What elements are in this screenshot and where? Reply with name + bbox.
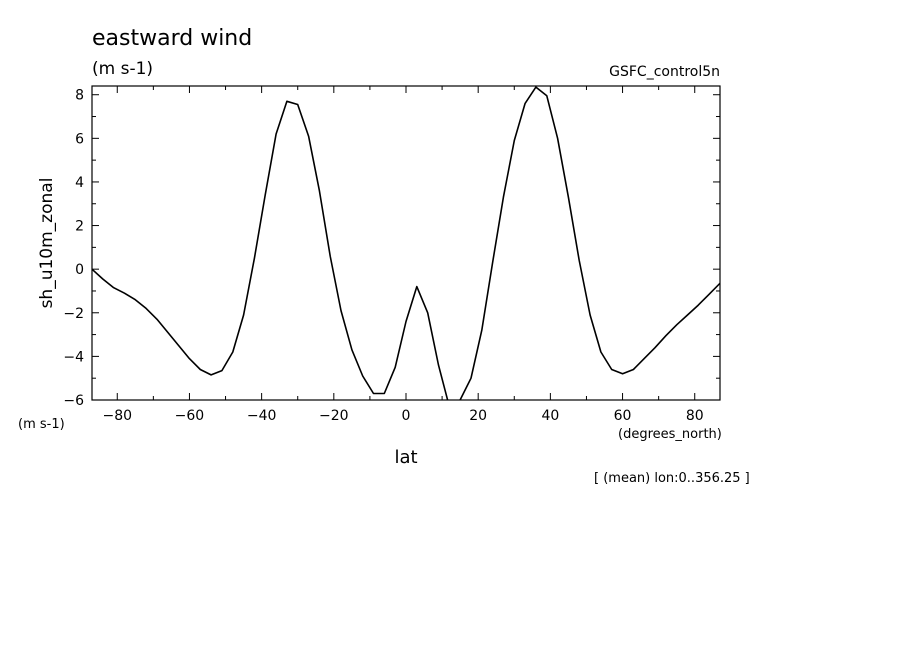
- y-tick-label: 4: [75, 175, 84, 191]
- y-tick-label: 6: [75, 131, 84, 147]
- x-tick-label: 60: [614, 408, 632, 424]
- chart-subtitle: (m s-1): [92, 59, 153, 79]
- x-tick-label: −20: [319, 408, 349, 424]
- x-tick-label: −40: [247, 408, 277, 424]
- y-tick-label: −6: [63, 393, 84, 409]
- x-axis-units: (degrees_north): [618, 427, 722, 442]
- x-tick-label: −80: [102, 408, 132, 424]
- x-tick-labels: −80 −60 −40 −20 0 20 40 60 80: [102, 408, 703, 424]
- y-tick-label: 8: [75, 88, 84, 104]
- y-tick-label: 0: [75, 262, 84, 278]
- x-tick-label: −60: [175, 408, 205, 424]
- x-axis-label: lat: [394, 447, 417, 468]
- footnote: [ (mean) lon:0..356.25 ]: [594, 471, 750, 486]
- y-tick-label: −4: [63, 349, 84, 365]
- y-tick-label: −2: [63, 306, 84, 322]
- y-tick-label: 2: [75, 219, 84, 235]
- x-tick-label: 40: [541, 408, 559, 424]
- axis-ticks: [92, 86, 720, 401]
- x-tick-label: 0: [402, 408, 411, 424]
- x-tick-label: 20: [469, 408, 487, 424]
- x-tick-label: 80: [686, 408, 704, 424]
- chart-title: eastward wind: [92, 26, 252, 51]
- y-axis-label: sh_u10m_zonal: [37, 178, 57, 309]
- dataset-label: GSFC_control5n: [609, 64, 720, 80]
- series-line: [92, 86, 720, 400]
- y-axis-units: (m s-1): [18, 417, 65, 432]
- plot-frame: [91, 85, 721, 401]
- y-tick-labels: −6 −4 −2 0 2 4 6 8: [63, 88, 84, 409]
